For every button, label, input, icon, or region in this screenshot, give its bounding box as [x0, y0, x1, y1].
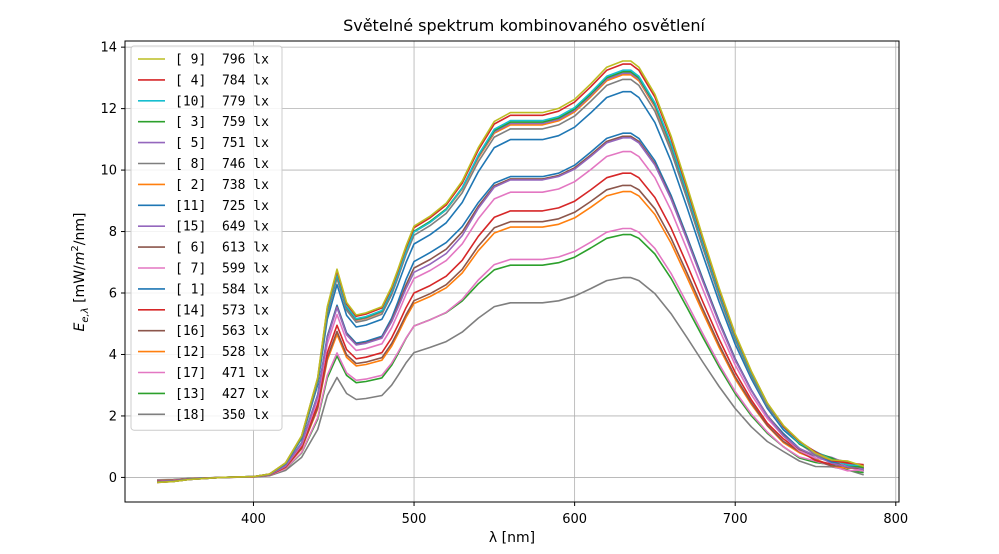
y-tick-label: 6 — [109, 287, 117, 302]
legend-entry: [15] 649 lx — [175, 220, 269, 235]
y-label-unit-exp: 2 — [70, 245, 81, 251]
x-tick-label: 400 — [241, 512, 266, 527]
series-line — [157, 276, 864, 481]
series-line — [157, 150, 864, 483]
series-line — [157, 184, 864, 482]
y-label-unit-m: m — [72, 252, 88, 266]
chart-title: Světelné spektrum kombinovaného osvětlen… — [343, 16, 705, 35]
axis-ticks: 400 500 600 700 800 0 2 4 6 8 10 12 14 — [100, 41, 908, 527]
legend: [ 9] 796 lx [ 4] 784 lx [10] 779 lx [ 3] 75… — [130, 45, 283, 431]
x-tick-label: 500 — [402, 512, 427, 527]
legend-entry: [ 3] 759 lx — [175, 115, 269, 130]
x-tick-label: 600 — [562, 512, 587, 527]
y-tick-label: 0 — [109, 471, 117, 486]
y-tick-label: 12 — [100, 102, 117, 117]
legend-entry: [ 9] 796 lx — [175, 53, 269, 68]
legend-entry: [ 1] 584 lx — [175, 282, 269, 297]
plot-frame — [124, 40, 900, 503]
legend-entry: [12] 528 lx — [175, 345, 269, 360]
legend-entry: [ 6] 613 lx — [175, 241, 269, 256]
y-tick-label: 4 — [109, 348, 117, 363]
legend-box — [130, 45, 283, 431]
legend-entry: [18] 350 lx — [175, 408, 269, 423]
legend-entry: [ 2] 738 lx — [175, 178, 269, 193]
series-line — [157, 172, 864, 482]
y-tick-label: 14 — [100, 41, 117, 56]
x-axis-label: λ [nm] — [489, 530, 535, 546]
legend-entry: [ 4] 784 lx — [175, 73, 269, 88]
legend-entry: [ 7] 599 lx — [175, 262, 269, 277]
y-tick-label: 8 — [109, 225, 117, 240]
series-line — [157, 60, 864, 484]
legend-entry: [ 8] 746 lx — [175, 157, 269, 172]
y-label-subscript: e,λ — [80, 307, 91, 322]
y-axis-label: Ee,λ [mW/m2/nm] — [70, 213, 91, 332]
legend-entry: [16] 563 lx — [175, 324, 269, 339]
y-label-unit-a: [mW/ — [72, 265, 88, 307]
legend-entry: [14] 573 lx — [175, 303, 269, 318]
series-line — [157, 227, 864, 482]
x-tick-label: 700 — [723, 512, 748, 527]
legend-entry: [11] 725 lx — [175, 199, 269, 214]
y-tick-label: 10 — [100, 164, 117, 179]
y-tick-label: 2 — [109, 409, 117, 424]
series-line — [157, 137, 864, 483]
x-tick-label: 800 — [883, 512, 908, 527]
legend-entry: [17] 471 lx — [175, 366, 269, 381]
legend-entry: [13] 427 lx — [175, 387, 269, 402]
legend-entry: [10] 779 lx — [175, 94, 269, 109]
series-lines — [157, 60, 865, 484]
y-label-symbol: E — [72, 322, 88, 331]
legend-entry: [ 5] 751 lx — [175, 136, 269, 151]
y-label-unit-b: /nm] — [72, 213, 88, 246]
